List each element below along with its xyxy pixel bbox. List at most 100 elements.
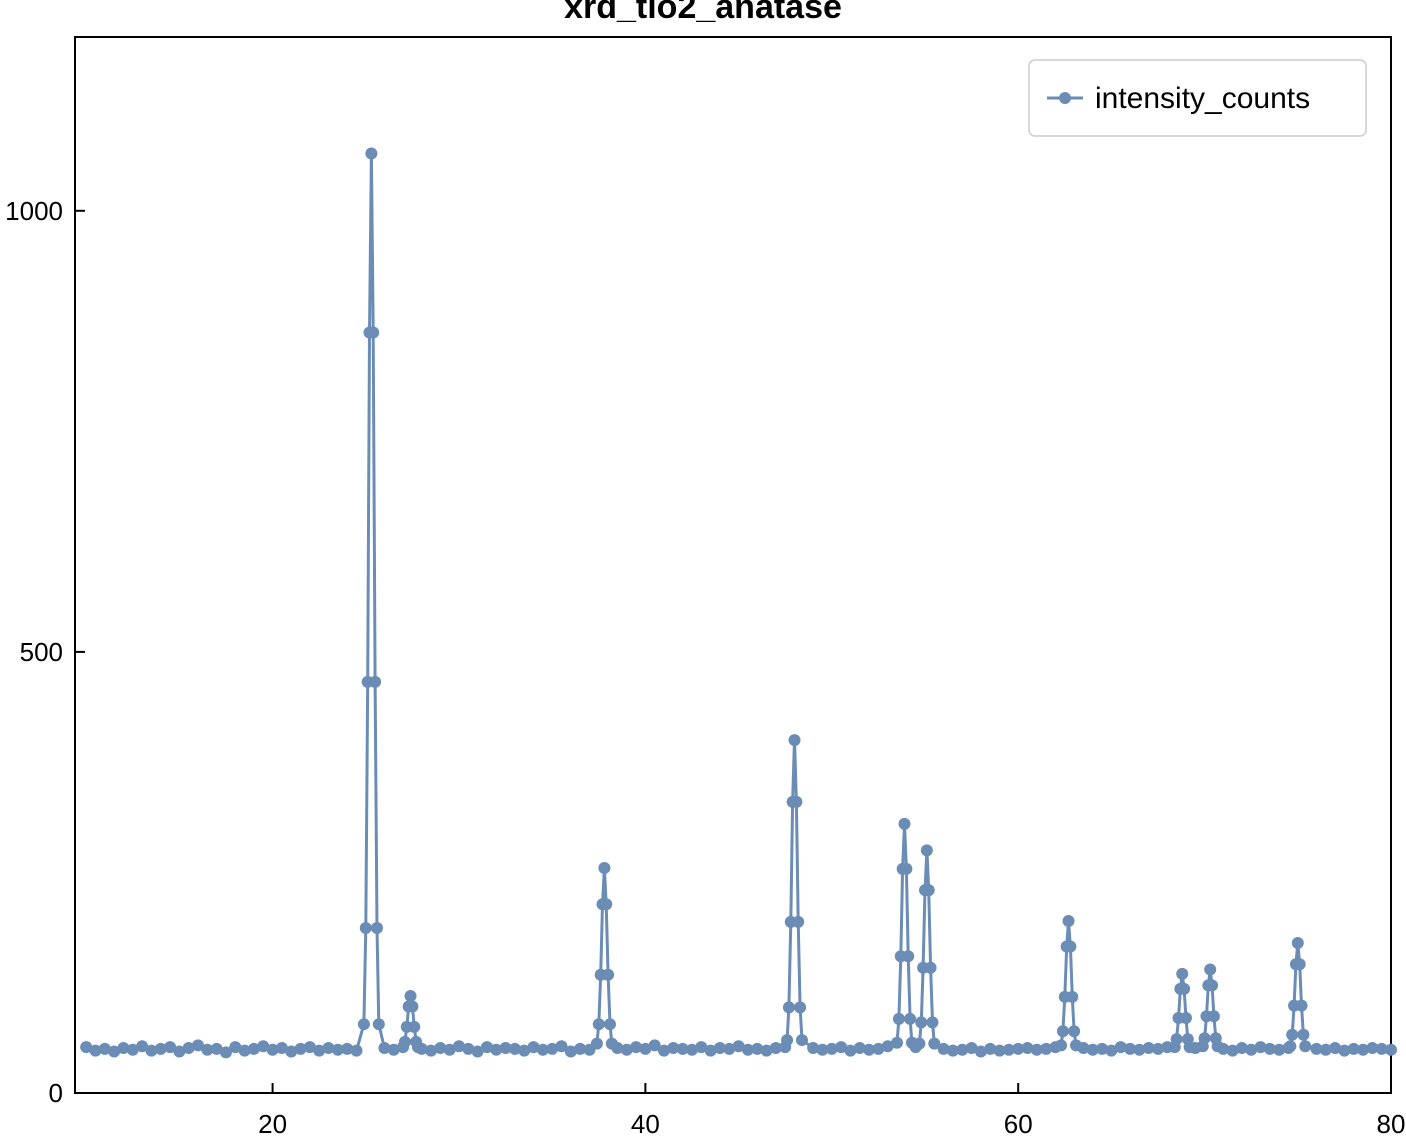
data-point — [1105, 1044, 1118, 1057]
series — [80, 147, 1397, 1059]
data-point — [760, 1044, 773, 1057]
data-point — [1178, 982, 1191, 995]
data-point — [781, 1034, 794, 1047]
data-point — [257, 1040, 270, 1053]
data-point — [322, 1042, 335, 1055]
data-point — [1021, 1042, 1034, 1055]
data-point — [1299, 1040, 1312, 1053]
data-point — [546, 1042, 559, 1055]
data-point — [1338, 1044, 1351, 1057]
data-point — [1068, 1025, 1081, 1038]
y-tick-label: 1000 — [5, 196, 63, 226]
data-point — [695, 1041, 708, 1054]
data-point — [769, 1042, 782, 1055]
data-point — [365, 147, 378, 160]
data-point — [648, 1039, 661, 1052]
data-point — [920, 844, 933, 857]
data-point — [1040, 1042, 1053, 1055]
data-point — [928, 1037, 941, 1050]
data-point — [1385, 1043, 1397, 1056]
data-point — [1124, 1042, 1137, 1055]
data-point — [1064, 940, 1077, 953]
data-point — [1295, 999, 1308, 1012]
data-point — [1002, 1043, 1015, 1056]
data-point — [816, 1043, 829, 1056]
data-point — [285, 1045, 298, 1058]
chart-title: xrd_tio2_anatase — [564, 0, 842, 26]
data-point — [685, 1043, 698, 1056]
data-point — [603, 1018, 616, 1031]
data-point — [741, 1043, 754, 1056]
data-point — [965, 1042, 978, 1055]
data-point — [782, 1001, 795, 1014]
data-point — [145, 1044, 158, 1057]
data-point — [937, 1042, 950, 1055]
data-point — [1284, 1040, 1297, 1053]
x-tick-label: 20 — [258, 1109, 287, 1134]
data-point — [676, 1042, 689, 1055]
data-point — [1291, 937, 1304, 950]
data-point — [898, 817, 911, 830]
data-point — [902, 950, 915, 963]
data-point — [1030, 1043, 1043, 1056]
data-point — [266, 1043, 279, 1056]
data-point — [924, 961, 937, 974]
data-point — [913, 1037, 926, 1050]
data-point — [154, 1042, 167, 1055]
data-point — [904, 1012, 917, 1025]
data-point — [406, 1000, 419, 1013]
data-point — [1329, 1042, 1342, 1055]
data-point — [915, 1016, 928, 1029]
data-point — [844, 1044, 857, 1057]
data-point — [219, 1046, 232, 1059]
y-tick-label: 0 — [49, 1078, 63, 1108]
data-point — [620, 1043, 633, 1056]
data-point — [1207, 1010, 1220, 1023]
data-point — [790, 795, 803, 808]
x-tick-label: 60 — [1004, 1109, 1033, 1134]
data-point — [471, 1045, 484, 1058]
data-point — [108, 1045, 121, 1058]
y-tick-label: 500 — [20, 637, 63, 667]
data-point — [404, 989, 417, 1002]
legend-marker — [1059, 92, 1071, 104]
data-point — [1286, 1028, 1299, 1041]
data-point — [247, 1042, 260, 1055]
data-point — [1176, 967, 1189, 980]
data-point — [499, 1042, 512, 1055]
data-point — [751, 1042, 764, 1055]
data-point — [564, 1045, 577, 1058]
data-point — [592, 1018, 605, 1031]
data-point — [795, 1034, 808, 1047]
data-point — [398, 1035, 411, 1048]
data-point — [1012, 1042, 1025, 1055]
data-point — [80, 1041, 93, 1054]
data-point — [275, 1042, 288, 1055]
data-point — [598, 862, 611, 875]
data-point — [891, 1036, 904, 1049]
data-point — [341, 1042, 354, 1055]
data-point — [1114, 1041, 1127, 1054]
data-point — [536, 1043, 549, 1056]
data-point — [126, 1043, 139, 1056]
data-point — [892, 1012, 905, 1025]
data-point — [408, 1020, 421, 1033]
data-point — [480, 1041, 493, 1054]
data-point — [192, 1039, 205, 1052]
data-line — [85, 153, 1392, 1055]
data-point — [369, 675, 382, 688]
data-point — [313, 1044, 326, 1057]
data-point — [1357, 1043, 1370, 1056]
data-point — [229, 1041, 242, 1054]
data-point — [331, 1043, 344, 1056]
data-point — [825, 1042, 838, 1055]
data-point — [792, 915, 805, 928]
data-point — [1293, 958, 1306, 971]
data-point — [611, 1042, 624, 1055]
data-point — [1375, 1042, 1388, 1055]
data-point — [704, 1044, 717, 1057]
data-point — [1217, 1042, 1230, 1055]
legend-box — [1028, 59, 1367, 137]
data-point — [1066, 990, 1079, 1003]
